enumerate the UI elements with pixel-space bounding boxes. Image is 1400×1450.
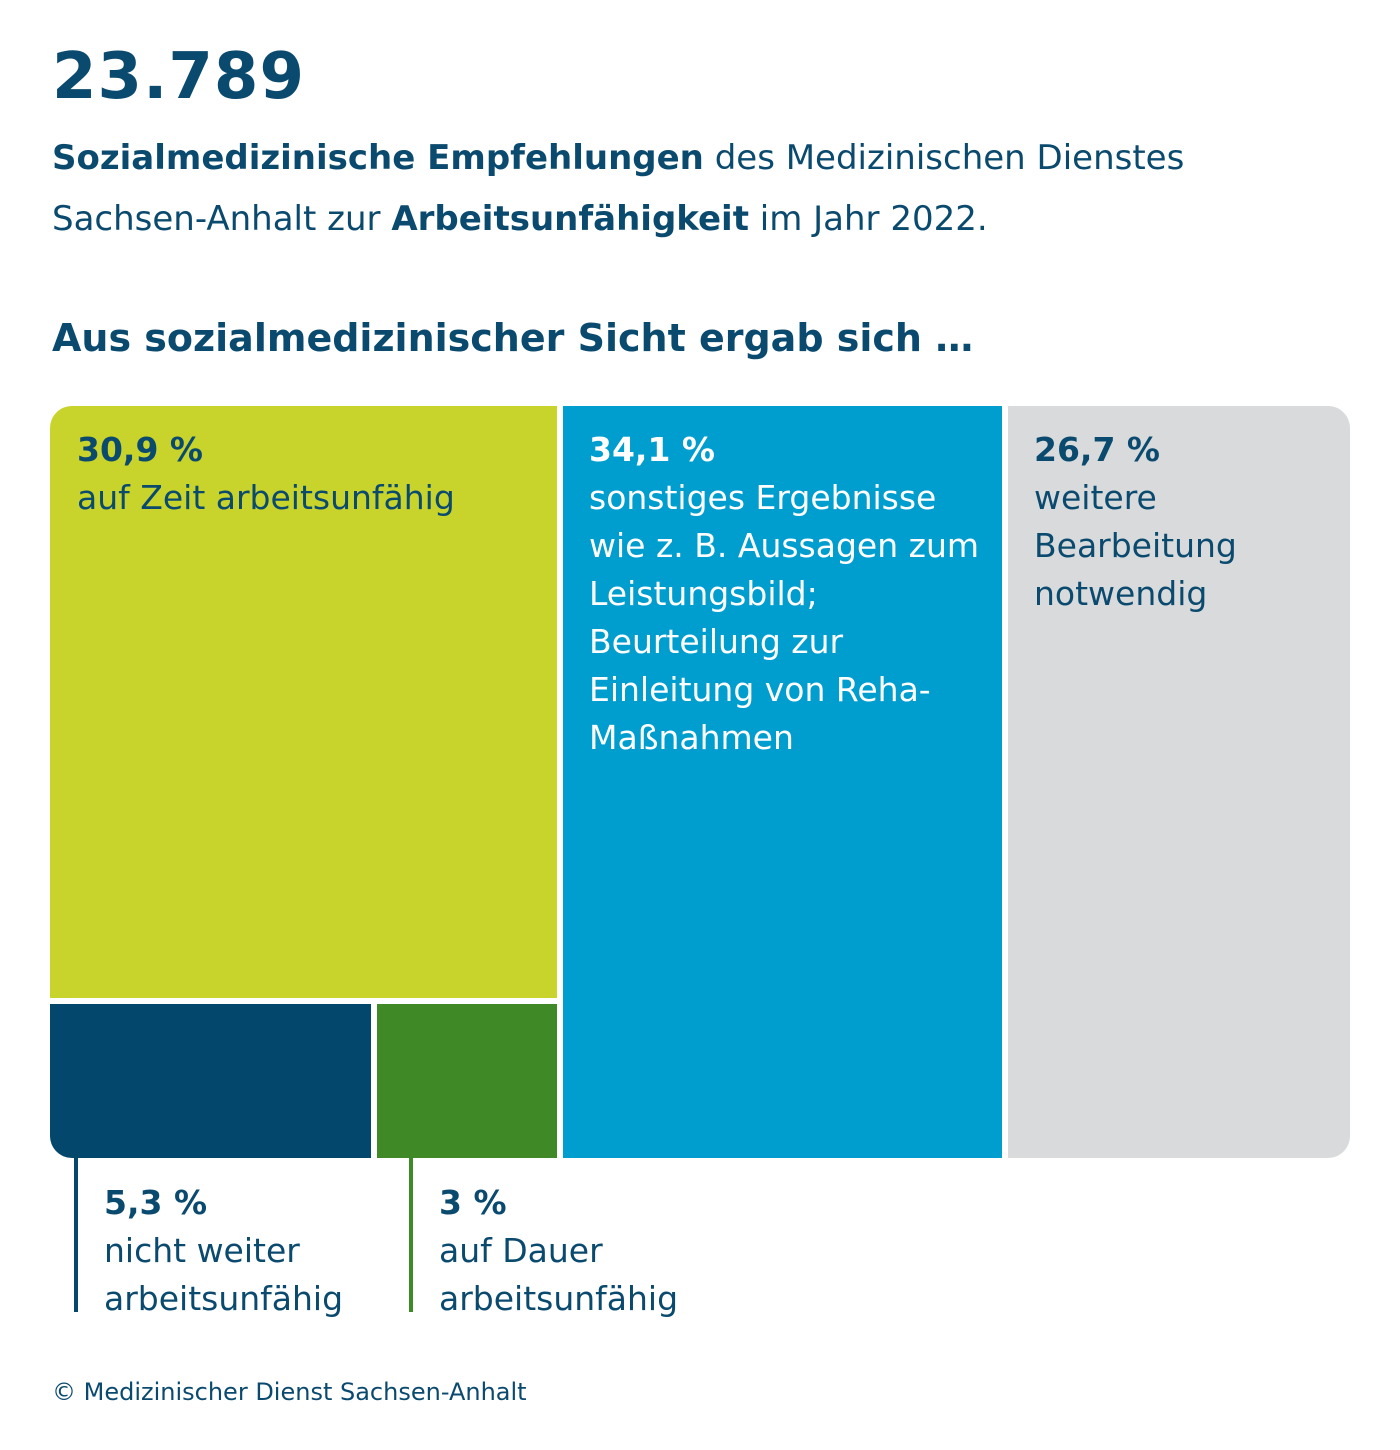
- segment-rect-auf-zeit: [50, 406, 557, 998]
- segment-value: 5,3 %: [104, 1183, 208, 1222]
- segment-rect-weitere: [1008, 406, 1350, 1158]
- subtitle-bold-1: Sozialmedizinische Empfehlungen: [52, 138, 704, 178]
- segment-description: auf Zeit arbeitsunfähig: [77, 478, 455, 517]
- segment-value: 26,7 %: [1034, 430, 1160, 469]
- total-count: 23.789: [52, 40, 305, 114]
- segment-label-auf-zeit: 30,9 % auf Zeit arbeitsunfähig: [77, 426, 547, 522]
- callout-line-auf-dauer: [409, 1158, 413, 1312]
- subtitle: Sozialmedizinische Empfehlungen des Medi…: [52, 128, 1342, 250]
- segment-label-weitere: 26,7 % weitere Bearbeitung notwendig: [1034, 426, 1334, 618]
- segment-description: auf Dauer arbeitsunfähig: [439, 1231, 679, 1318]
- segment-value: 3 %: [439, 1183, 507, 1222]
- callout-line-nicht-weiter: [74, 1158, 78, 1312]
- segment-label-auf-dauer: 3 % auf Dauer arbeitsunfähig: [439, 1179, 729, 1323]
- segment-value: 30,9 %: [77, 430, 203, 469]
- segment-label-sonstiges: 34,1 % sonstiges Ergebnisse wie z. B. Au…: [589, 426, 989, 762]
- segment-rect-auf-dauer: [377, 1004, 557, 1158]
- segment-rect-sonstiges: [563, 406, 1002, 1158]
- segment-description: weitere Bearbeitung notwendig: [1034, 478, 1237, 613]
- subtitle-text-1: des Medizinischen Dienstes Sachsen-Anhal…: [52, 138, 1185, 239]
- segment-description: nicht weiter arbeitsunfähig: [104, 1231, 344, 1318]
- segment-value: 34,1 %: [589, 430, 715, 469]
- copyright-footer: © Medizinischer Dienst Sachsen-Anhalt: [52, 1378, 527, 1406]
- segment-label-nicht-weiter: 5,3 % nicht weiter arbeitsunfähig: [104, 1179, 394, 1323]
- subtitle-bold-2: Arbeitsunfähigkeit: [391, 199, 749, 239]
- subtitle-text-2: im Jahr 2022.: [748, 199, 988, 239]
- segment-rect-nicht-weiter: [50, 1004, 371, 1158]
- section-heading: Aus sozialmedizinischer Sicht ergab sich…: [52, 316, 974, 360]
- segment-description: sonstiges Ergebnisse wie z. B. Aussagen …: [589, 478, 980, 757]
